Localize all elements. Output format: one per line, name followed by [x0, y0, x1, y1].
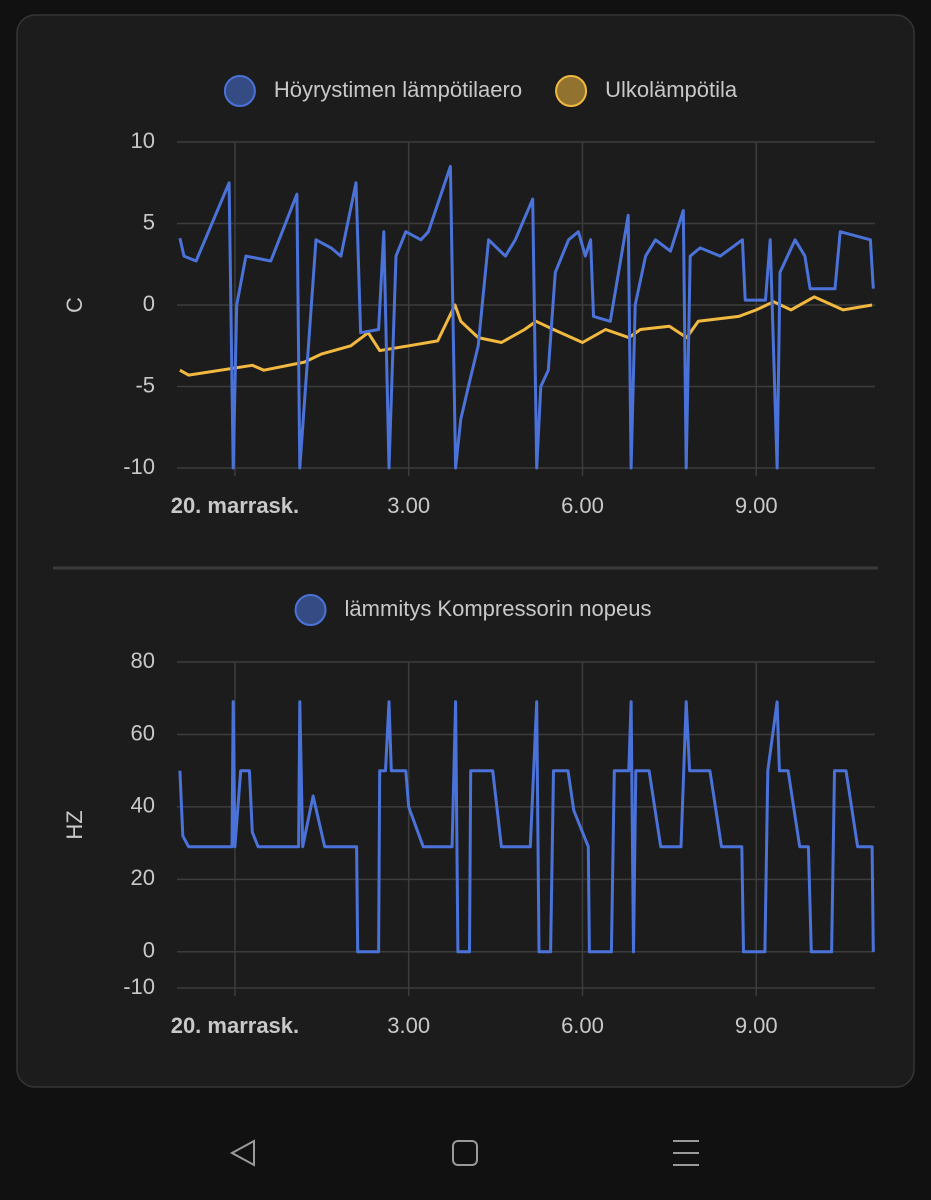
legend-label: Ulkolämpötila [605, 77, 738, 102]
y-tick-label: 0 [143, 938, 155, 963]
y-tick-label: -10 [123, 974, 155, 999]
y-tick-label: 5 [143, 209, 155, 234]
y-tick-label: 40 [131, 793, 155, 818]
x-tick-label: 3.00 [387, 493, 430, 518]
nav-menu[interactable] [673, 1140, 699, 1166]
legend-swatch [555, 75, 588, 107]
y-tick-label: 60 [131, 720, 155, 745]
x-tick-label: 9.00 [735, 493, 778, 518]
x-tick-label: 9.00 [735, 1013, 778, 1038]
y-axis-label: C [62, 297, 87, 313]
legend-label: Höyrystimen lämpötilaero [274, 77, 522, 102]
legend-swatch [223, 75, 256, 107]
x-tick-label: 20. marrask. [171, 493, 299, 518]
x-tick-label: 20. marrask. [171, 1013, 299, 1038]
card [16, 14, 915, 1088]
x-tick-label: 6.00 [561, 1013, 604, 1038]
series-line [179, 295, 873, 377]
y-tick-label: 10 [131, 128, 155, 153]
legend-swatch [294, 594, 327, 626]
y-tick-label: 0 [143, 291, 155, 316]
series-line [178, 700, 875, 954]
y-tick-label: -10 [123, 454, 155, 479]
y-tick-label: -5 [135, 372, 155, 397]
nav-back[interactable] [229, 1139, 255, 1167]
y-tick-label: 20 [131, 865, 155, 890]
x-tick-label: 6.00 [561, 493, 604, 518]
series-line [178, 164, 875, 470]
legend-label: lämmitys Kompressorin nopeus [345, 596, 652, 621]
nav-home[interactable] [452, 1140, 478, 1166]
y-axis-label: HZ [62, 810, 87, 839]
y-tick-label: 80 [131, 648, 155, 673]
x-tick-label: 3.00 [387, 1013, 430, 1038]
